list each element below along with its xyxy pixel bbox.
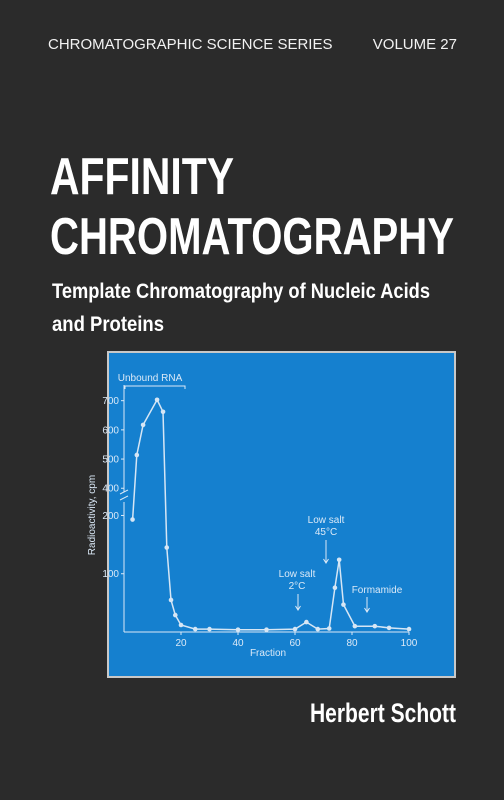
x-tick-label: 100 [401,638,418,649]
y-tick-label: 500 [102,455,119,466]
data-point [372,623,378,629]
axis-break [119,489,129,495]
arrow-head [323,558,329,564]
data-point [326,626,332,631]
annotation: Formamide [352,585,403,596]
y-tick-label: 200 [102,511,119,522]
title-line: AFFINITY [50,148,234,206]
data-point [140,422,146,428]
data-point [168,597,174,603]
data-point [332,585,338,591]
data-point [264,627,269,632]
data-point [178,622,184,628]
annotation: Unbound RNA [118,373,183,384]
x-axis-label: Fraction [250,648,286,659]
x-tick-label: 60 [289,638,301,649]
data-point [336,557,342,563]
x-tick-label: 20 [175,638,187,649]
subtitle-line: and Proteins [52,313,164,336]
annotation: 45°C [315,527,337,538]
data-point [173,612,178,618]
volume: VOLUME 27 [373,36,457,53]
data-point [192,626,198,632]
title-line: CHROMATOGRAPHY [50,208,454,266]
series-name: CHROMATOGRAPHIC SCIENCE SERIES [48,36,333,53]
arrow-head [295,605,301,611]
axis-break [119,495,129,501]
y-tick-label: 400 [102,484,119,495]
annotation: Low salt [279,569,316,580]
arrow-head [364,607,370,613]
x-tick-label: 40 [232,638,244,649]
data-point [292,626,298,632]
author: Herbert Schott [310,698,456,728]
bracket [124,385,186,389]
data-point [315,626,321,632]
y-tick-label: 100 [102,569,119,580]
data-point [386,625,392,631]
data-point [406,626,412,632]
y-axis-label: Radioactivity, cpm [87,475,98,555]
x-tick-label: 80 [346,638,358,649]
data-point [341,602,346,607]
data-point [164,545,170,550]
data-point [154,397,160,403]
data-point [235,627,241,632]
y-tick-label: 600 [102,425,119,436]
data-point [352,623,358,629]
data-point [130,517,135,522]
y-tick-label: 700 [102,396,119,407]
subtitle-line: Template Chromatography of Nucleic Acids [52,280,430,303]
data-point [160,409,166,415]
annotation: Low salt [308,515,345,526]
data-point [207,626,212,632]
annotation: 2°C [289,581,306,592]
data-point [304,619,309,625]
data-point [134,452,140,458]
